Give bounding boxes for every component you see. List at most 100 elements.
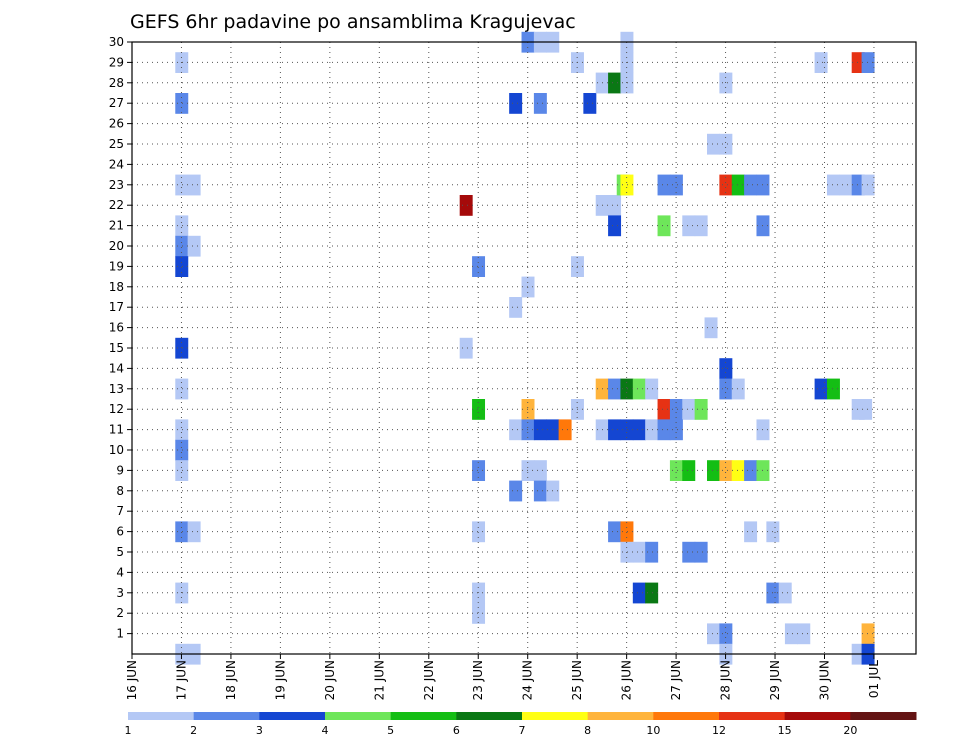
heatmap-cell — [814, 378, 828, 400]
heatmap-cell — [851, 52, 865, 73]
colorbar-segment — [193, 712, 260, 720]
x-tick-label: 29 JUN — [768, 660, 782, 700]
heatmap-cell — [731, 460, 745, 481]
heatmap-cell — [533, 460, 547, 481]
y-tick-label: 5 — [116, 545, 124, 559]
heatmap-cell — [187, 174, 201, 196]
heatmap-cell — [175, 439, 189, 461]
heatmap-cell — [704, 317, 718, 339]
heatmap-cell — [187, 235, 201, 257]
heatmap-cell — [472, 603, 486, 624]
y-tick-label: 2 — [116, 606, 124, 620]
heatmap-cell — [608, 72, 622, 94]
colorbar-label: 5 — [387, 724, 394, 737]
heatmap-cell — [175, 337, 189, 359]
x-tick-label: 21 JUN — [372, 660, 386, 700]
heatmap-cell — [694, 541, 708, 563]
heatmap-cell — [778, 582, 792, 604]
heatmap-cell — [608, 195, 622, 216]
x-tick-label: 18 JUN — [224, 660, 238, 700]
heatmap-cell — [620, 521, 634, 543]
heatmap-cell — [608, 215, 622, 237]
heatmap-cell — [620, 378, 634, 400]
heatmap-cell — [187, 521, 201, 543]
x-tick-label: 20 JUN — [323, 660, 337, 700]
y-tick-label: 28 — [109, 76, 124, 90]
y-tick-label: 23 — [109, 178, 124, 192]
colorbar-segment — [128, 712, 195, 720]
y-tick-label: 20 — [109, 239, 124, 253]
heatmap-cell — [509, 93, 523, 114]
heatmap-cell — [669, 174, 683, 196]
heatmap-cell — [175, 521, 189, 543]
heatmap-cell — [682, 460, 696, 481]
heatmap-cell — [620, 419, 634, 441]
heatmap-cell — [669, 399, 683, 420]
heatmap-cell — [175, 93, 189, 114]
heatmap-cell — [744, 521, 758, 543]
x-tick-label: 24 JUN — [521, 660, 535, 700]
heatmap-cell — [608, 521, 622, 543]
heatmap-cell — [657, 399, 671, 420]
plot-frame — [131, 41, 917, 655]
y-tick-label: 21 — [109, 219, 124, 233]
heatmap-cell — [719, 358, 733, 379]
heatmap-cell — [175, 256, 189, 277]
y-tick-label: 18 — [109, 280, 124, 294]
y-tick-label: 14 — [109, 361, 124, 375]
colorbar-segment — [850, 712, 917, 720]
heatmap-cell — [533, 419, 547, 441]
colorbar-label: 2 — [190, 724, 197, 737]
heatmap-cell — [608, 419, 622, 441]
y-tick-label: 13 — [109, 382, 124, 396]
heatmap-cell — [459, 195, 473, 216]
heatmap-cell — [472, 399, 486, 420]
heatmap-cell — [657, 215, 671, 237]
y-tick-label: 26 — [109, 117, 124, 131]
heatmap-cell — [814, 52, 828, 73]
x-axis: 16 JUN 17 JUN 18 JUN 19 JUN 20 JUN 21 JUN 22 J… — [125, 654, 881, 700]
x-tick-label: 30 JUN — [817, 660, 831, 700]
y-tick-label: 27 — [109, 96, 124, 110]
x-tick-label: 19 JUN — [273, 660, 287, 700]
chart-title: GEFS 6hr padavine po ansamblima Kragujev… — [130, 11, 576, 33]
y-tick-label: 30 — [109, 35, 124, 49]
y-tick-label: 12 — [109, 402, 124, 416]
heatmap-cell — [719, 623, 733, 645]
heatmap-cell — [826, 174, 840, 196]
colorbar-label: 15 — [778, 724, 792, 737]
heatmap-cell — [657, 419, 671, 441]
heatmap-cell — [707, 460, 720, 481]
y-tick-label: 1 — [116, 627, 124, 641]
heatmap-cell — [861, 174, 875, 196]
x-tick-label: 22 JUN — [422, 660, 436, 700]
colorbar-segment — [719, 712, 786, 720]
heatmap-cell — [472, 521, 486, 543]
y-tick-label: 16 — [109, 321, 124, 335]
colorbar: 1 2 3 4 5 6 7 8 10 12 15 20 — [125, 712, 917, 737]
heatmap-cell — [620, 174, 634, 196]
heatmap-cell — [694, 399, 708, 420]
y-tick-label: 7 — [116, 504, 124, 518]
colorbar-segment — [784, 712, 851, 720]
heatmap-cell — [632, 582, 646, 604]
y-tick-label: 10 — [109, 443, 124, 457]
y-tick-label: 3 — [116, 586, 124, 600]
colorbar-segment — [522, 712, 589, 720]
heatmap-cell — [175, 378, 189, 400]
colorbar-label: 6 — [453, 724, 460, 737]
heatmap-cell — [784, 623, 798, 645]
heatmap-cell — [861, 623, 875, 645]
heatmap-cell — [645, 582, 659, 604]
heatmap-cell — [707, 623, 720, 645]
y-tick-label: 8 — [116, 484, 124, 498]
heatmap-cell — [682, 541, 696, 563]
heatmap-cell — [472, 460, 486, 481]
colorbar-segment — [653, 712, 720, 720]
heatmap-cell — [657, 174, 671, 196]
heatmap-cell — [731, 378, 745, 400]
y-axis: 1234567891011121314151617181920212223242… — [109, 35, 132, 641]
heatmap-cell — [175, 174, 189, 196]
cell-layer — [175, 31, 875, 665]
